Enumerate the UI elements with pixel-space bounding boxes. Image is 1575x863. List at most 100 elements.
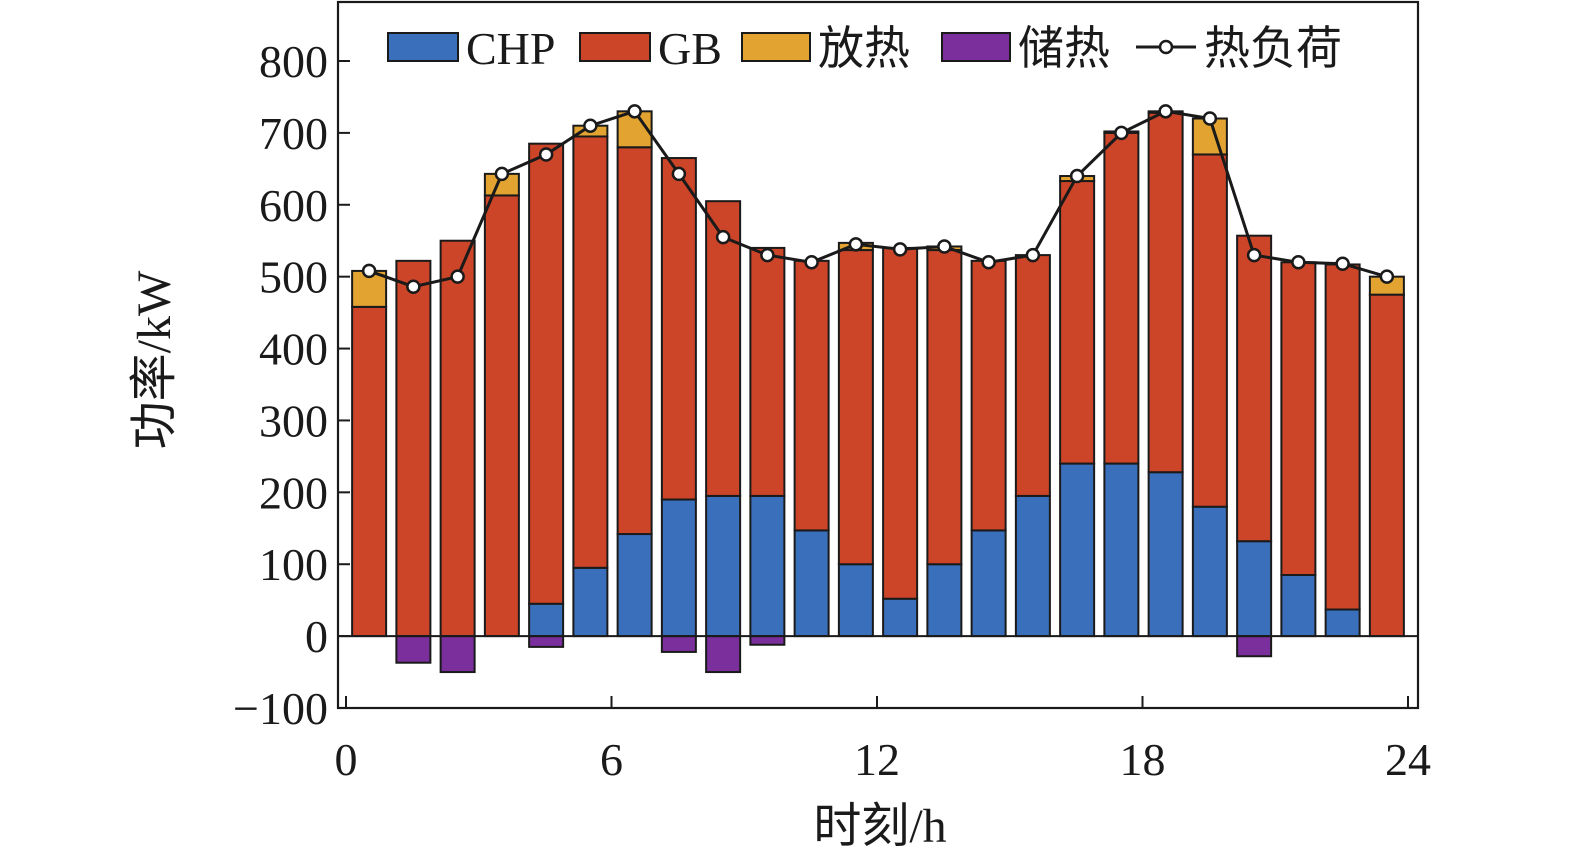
heat-load-point-h1: [361, 263, 377, 279]
legend-label-CHP: CHP: [466, 23, 555, 74]
bar-GB-h3: [439, 239, 476, 638]
bar-储热-h5: [528, 635, 565, 648]
heat-load-point-h2: [406, 279, 421, 294]
heat-load-point-h20: [1202, 111, 1218, 126]
heat-load-point-h5: [538, 147, 554, 162]
bar-GB-h10: [749, 246, 786, 497]
heat-load-point-h21: [1246, 247, 1262, 263]
bar-储热-h10: [749, 635, 786, 646]
bar-GB-h24: [1368, 293, 1405, 638]
y-tick-label: 800: [259, 36, 328, 87]
y-tick-label: 200: [259, 467, 328, 518]
bar-GB-h21: [1236, 234, 1273, 543]
x-tick-label: 0: [335, 734, 358, 785]
bar-GB-h19: [1147, 111, 1184, 474]
bar-CHP-h8: [660, 498, 697, 638]
legend-swatch-储热: [941, 32, 1011, 62]
heat-load-point-h14: [937, 239, 952, 254]
legend-label-GB: GB: [658, 23, 722, 74]
axes-group: [336, 0, 1420, 710]
bar-CHP-h18: [1103, 462, 1140, 638]
legend: CHP GB 放热 储热 热负荷: [387, 23, 1342, 74]
bar-CHP-h7: [616, 533, 653, 638]
bar-储热-h8: [660, 635, 697, 653]
bar-GB-h13: [882, 246, 919, 600]
bar-CHP-h10: [749, 494, 786, 638]
heat-load-point-h24: [1379, 269, 1395, 284]
heat-load-point-h6: [583, 118, 598, 133]
bar-GB-h12: [837, 249, 874, 566]
bar-CHP-h17: [1059, 462, 1096, 638]
heat-load-line-group: [361, 104, 1395, 294]
bar-GB-h5: [528, 142, 565, 605]
y-tick-label: 500: [259, 252, 328, 303]
bar-CHP-h9: [705, 494, 742, 638]
bar-GB-h6: [572, 135, 609, 569]
bar-GB-h9: [705, 200, 742, 497]
bar-CHP-h15: [970, 529, 1007, 638]
x-axis-label: 时刻/h: [813, 800, 946, 853]
legend-marker-heat-load: [1158, 39, 1174, 55]
y-tick-label: −100: [233, 683, 328, 734]
heat-load-point-h8: [671, 166, 687, 182]
bar-GB-h8: [660, 157, 697, 501]
y-tick-label: 0: [305, 611, 328, 662]
bar-GB-h15: [970, 259, 1007, 532]
legend-label-储热: 储热: [1018, 23, 1110, 74]
bar-GB-h23: [1324, 263, 1361, 611]
heat-load-point-h4: [494, 166, 510, 182]
bar-储热-h3: [439, 635, 476, 674]
legend-swatch-GB: [579, 32, 651, 62]
y-axis-label: 功率/kW: [128, 270, 181, 449]
legend-swatch-CHP: [387, 32, 459, 62]
legend-swatch-放热: [741, 32, 811, 62]
y-tick-label: 100: [259, 539, 328, 590]
bar-GB-h18: [1103, 131, 1140, 465]
heat-load-point-h10: [760, 247, 775, 263]
heat-load-line: [368, 109, 1388, 289]
bar-储热-h2: [395, 635, 432, 664]
bar-GB-h20: [1191, 153, 1228, 508]
bar-CHP-h16: [1014, 494, 1051, 638]
bar-GB-h1: [351, 305, 388, 638]
heat-load-point-h22: [1291, 255, 1306, 270]
heat-load-point-h18: [1114, 125, 1129, 141]
heat-load-point-h15: [981, 255, 996, 270]
heat-load-point-h12: [848, 237, 864, 252]
bar-GB-h11: [793, 259, 830, 532]
x-tick-label: 18: [1120, 734, 1166, 785]
heat-load-point-h7: [627, 104, 642, 119]
bar-CHP-h23: [1324, 608, 1361, 638]
bar-GB-h7: [616, 146, 653, 536]
x-tick-label: 6: [600, 734, 623, 785]
y-tick-label: 600: [259, 180, 328, 231]
heat-load-point-h19: [1158, 104, 1173, 119]
heat-load-point-h3: [450, 269, 465, 284]
bar-GB-h22: [1280, 261, 1317, 577]
legend-label-heat-load: 热负荷: [1204, 23, 1342, 74]
heat-load-point-h16: [1025, 247, 1041, 263]
bar-GB-h4: [483, 194, 520, 638]
y-tick-label: 700: [259, 108, 328, 159]
heat-load-point-h9: [715, 229, 731, 245]
bar-GB-h17: [1059, 180, 1096, 465]
bar-CHP-h14: [926, 563, 963, 638]
x-tick-label: 24: [1385, 734, 1431, 785]
y-tick-label: 300: [259, 395, 328, 446]
bar-CHP-h6: [572, 566, 609, 638]
bar-储热-h21: [1236, 635, 1273, 658]
bar-CHP-h21: [1236, 540, 1273, 638]
bar-CHP-h11: [793, 529, 830, 638]
bar-CHP-h22: [1280, 574, 1317, 638]
legend-label-放热: 放热: [818, 23, 910, 74]
bar-GB-h16: [1014, 254, 1051, 497]
bar-GB-h14: [926, 249, 963, 566]
bar-CHP-h13: [882, 597, 919, 638]
heat-load-point-h11: [804, 255, 819, 270]
heat-load-point-h23: [1335, 256, 1350, 271]
heat-load-point-h17: [1069, 168, 1085, 184]
x-tick-label: 12: [854, 734, 900, 785]
bar-GB-h2: [395, 259, 432, 638]
